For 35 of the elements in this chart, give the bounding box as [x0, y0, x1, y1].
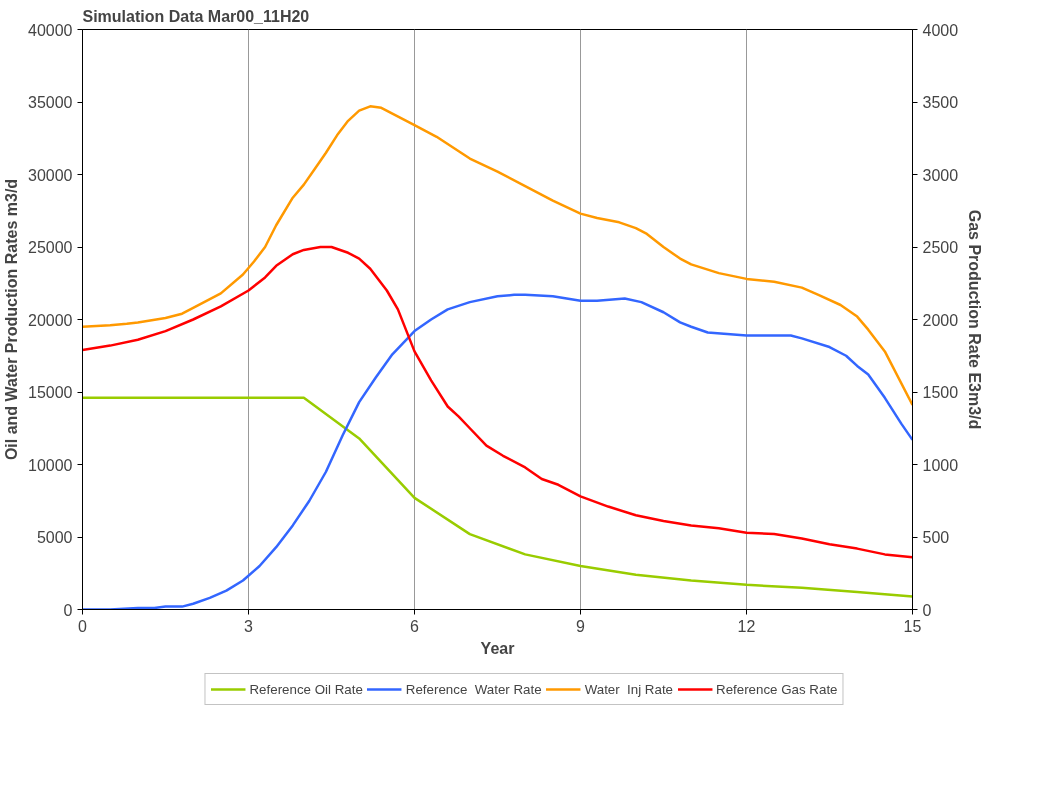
y2-tick-label: 2000 — [922, 311, 959, 329]
y-tick-label: 40000 — [28, 21, 73, 39]
x-tick-label: 3 — [244, 617, 254, 635]
legend-label: Reference Oil Rate — [249, 681, 363, 697]
y-tick-label: 30000 — [28, 166, 73, 184]
x-tick-label: 6 — [410, 617, 420, 635]
y2-tick-label: 1500 — [922, 384, 959, 401]
y2-axis-title: Gas Production Rate E3m3/d — [966, 209, 984, 430]
y2-tick-label: 0 — [922, 601, 932, 619]
y2-tick-label: 500 — [922, 529, 950, 546]
legend-label: Reference Water Rate — [405, 681, 542, 697]
x-tick-label: 12 — [737, 617, 756, 635]
y2-tick-label: 4000 — [922, 21, 959, 39]
legend-label: Water Inj Rate — [584, 681, 674, 697]
chart-title: Simulation Data Mar00_11H20 — [82, 7, 310, 25]
legend-label: Reference Gas Rate — [716, 681, 838, 697]
y2-tick-label: 2500 — [922, 239, 959, 256]
y2-tick-label: 3500 — [922, 94, 959, 111]
line-series — [82, 105, 913, 407]
line-series — [82, 245, 913, 559]
x-axis-title: Year — [480, 639, 515, 657]
y-tick-label: 35000 — [28, 94, 73, 111]
y2-tick-label: 1000 — [922, 456, 959, 474]
y-tick-label: 15000 — [28, 384, 73, 401]
y-tick-label: 10000 — [28, 456, 73, 474]
y-tick-label: 0 — [63, 601, 73, 619]
y-tick-label: 5000 — [36, 529, 73, 546]
x-tick-label: 15 — [903, 617, 922, 635]
y-axis-title: Oil and Water Production Rates m3/d — [3, 178, 21, 461]
line-series — [82, 396, 913, 598]
y-tick-label: 20000 — [28, 311, 73, 329]
x-tick-label: 0 — [78, 617, 88, 635]
y-tick-label: 25000 — [28, 239, 73, 256]
x-tick-label: 9 — [576, 617, 586, 635]
y2-tick-label: 3000 — [922, 166, 959, 184]
